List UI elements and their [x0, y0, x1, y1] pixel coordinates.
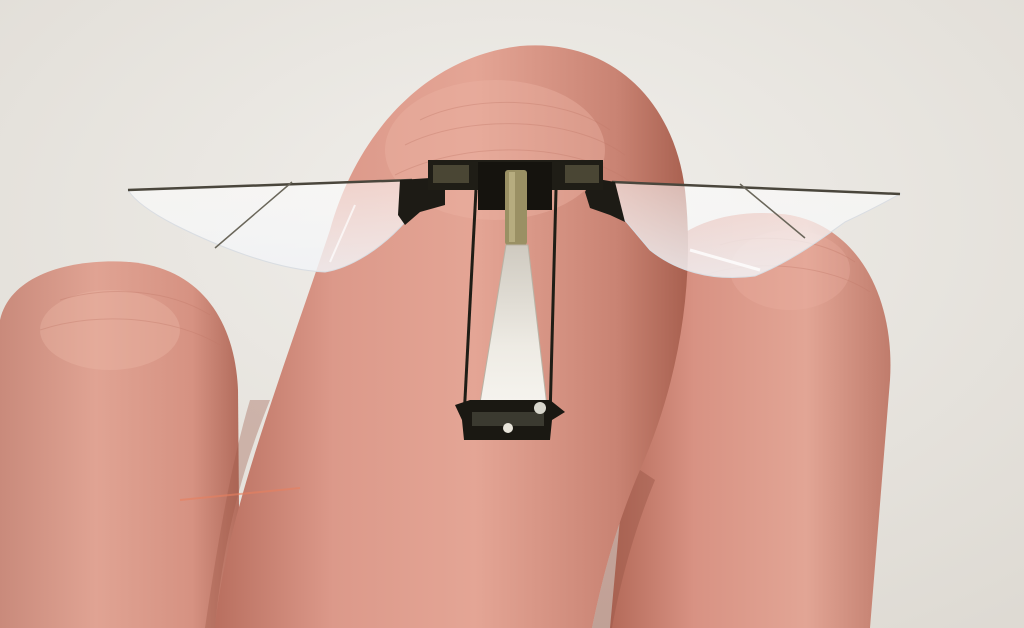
right-wing-spar	[611, 180, 901, 196]
left-wing-vein	[214, 181, 293, 249]
left-rail	[462, 189, 478, 419]
right-wing	[611, 181, 902, 279]
skin-mark	[179, 487, 301, 501]
transmission-detail-left	[433, 165, 469, 183]
base-plate	[472, 412, 544, 426]
right-wing-glare	[689, 248, 761, 272]
base-solder-dot	[503, 423, 513, 433]
robobee	[127, 160, 902, 440]
left-wing	[127, 179, 413, 273]
actuator-tip	[505, 170, 527, 245]
middle-finger	[215, 45, 688, 628]
left-wing-spar	[127, 178, 413, 192]
left-finger	[0, 261, 240, 628]
actuator-highlight	[509, 172, 515, 242]
finger-left-shadow	[205, 400, 270, 628]
finger-crease-shadow	[592, 470, 655, 628]
right-wing-vein	[739, 183, 806, 239]
left-wing-glare	[329, 204, 356, 263]
base-solder-dot-right	[534, 402, 546, 414]
left-fingertip-highlight	[40, 290, 180, 370]
right-rail	[548, 189, 558, 419]
transmission-detail-right	[565, 165, 599, 183]
